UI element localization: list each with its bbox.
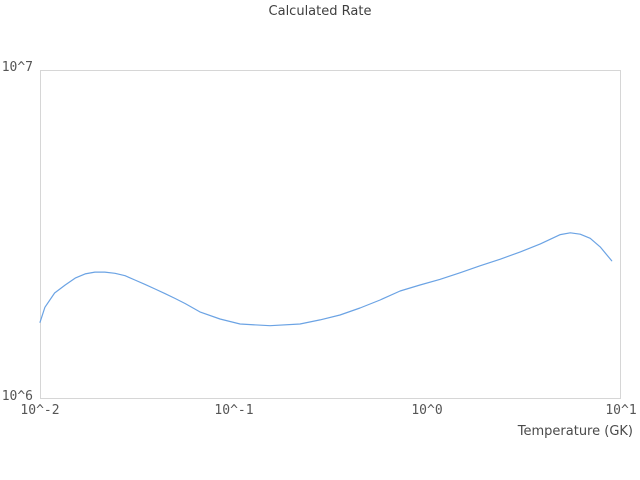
x-tick-label: 10^0 bbox=[411, 403, 443, 418]
rate-curve bbox=[39, 232, 613, 327]
x-tick-label: 10^-2 bbox=[20, 403, 60, 418]
chart-title: Calculated Rate bbox=[268, 4, 372, 19]
plot-border bbox=[40, 70, 621, 399]
y-tick-label: 10^7 bbox=[1, 60, 33, 75]
x-tick-label: 10^1 bbox=[605, 403, 637, 418]
x-tick-label: 10^-1 bbox=[214, 403, 254, 418]
x-axis-label: Temperature (GK) bbox=[517, 424, 633, 439]
y-tick-label: 10^6 bbox=[1, 389, 33, 404]
